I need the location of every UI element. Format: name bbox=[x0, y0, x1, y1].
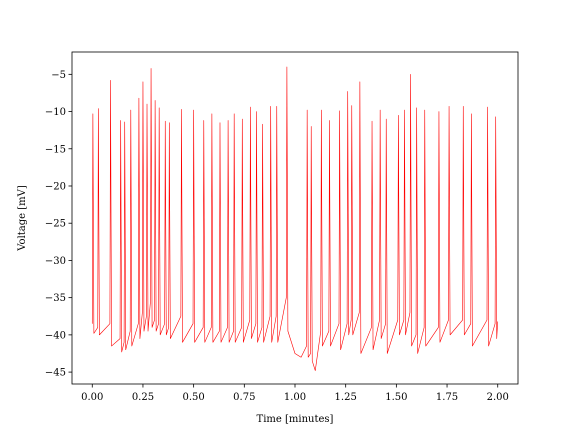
x-tick-label: 1.25 bbox=[335, 392, 357, 403]
y-tick-label: −10 bbox=[45, 107, 66, 118]
x-tick-label: 1.00 bbox=[284, 392, 306, 403]
y-tick-label: −45 bbox=[45, 368, 66, 379]
x-tick-label: 0.75 bbox=[233, 392, 255, 403]
y-tick-label: −35 bbox=[45, 293, 66, 304]
x-tick-label: 0.00 bbox=[81, 392, 103, 403]
x-tick-label: 1.50 bbox=[385, 392, 407, 403]
x-tick-label: 0.50 bbox=[183, 392, 205, 403]
line-series bbox=[91, 66, 499, 371]
x-tick-label: 1.75 bbox=[436, 392, 458, 403]
y-tick-label: −25 bbox=[45, 219, 66, 230]
y-tick-label: −30 bbox=[45, 256, 66, 267]
x-axis-label: Time [minutes] bbox=[257, 414, 334, 425]
plot-frame bbox=[71, 51, 519, 385]
x-tick-label: 2.00 bbox=[487, 392, 509, 403]
y-tick-label: −20 bbox=[45, 181, 66, 192]
y-tick-label: −15 bbox=[45, 144, 66, 155]
y-tick-label: −5 bbox=[51, 70, 66, 81]
y-tick-label: −40 bbox=[45, 330, 66, 341]
y-axis-label: Voltage [mV] bbox=[17, 185, 28, 252]
x-tick-label: 0.25 bbox=[132, 392, 154, 403]
